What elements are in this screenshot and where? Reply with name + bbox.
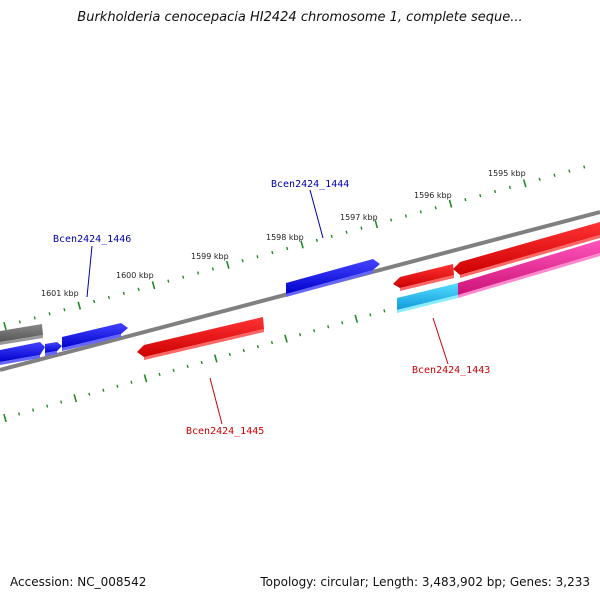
minor-tick [107, 295, 111, 300]
major-tick [374, 220, 379, 229]
scale-label: 1601 kbp [41, 289, 79, 298]
minor-tick [63, 308, 66, 312]
minor-tick [182, 275, 185, 279]
scale-label: 1597 kbp [340, 213, 378, 222]
minor-tick [583, 165, 586, 169]
minor-tick [390, 218, 393, 222]
minor-tick [508, 185, 512, 190]
major-tick [300, 240, 304, 249]
minor-tick [137, 287, 140, 291]
gene-blue-a[interactable] [0, 342, 45, 365]
minor-tick [256, 344, 259, 349]
minor-tick [242, 348, 245, 353]
gene-label-bcen2424-1444[interactable]: Bcen2424_1444 [271, 179, 349, 190]
minor-tick [538, 177, 541, 181]
minor-tick [228, 352, 231, 357]
minor-tick [271, 251, 274, 255]
minor-tick [172, 368, 175, 373]
callout-line [86, 245, 93, 298]
major-tick [284, 334, 288, 343]
scale-label: 1598 kbp [266, 233, 304, 242]
minor-tick [256, 255, 259, 259]
map-title: Burkholderia cenocepacia HI2424 chromoso… [77, 10, 523, 25]
gene-red-small[interactable] [393, 264, 454, 291]
gene-bcen2424-1444[interactable] [286, 259, 380, 297]
minor-tick [270, 340, 274, 345]
minor-tick [32, 408, 35, 412]
minor-tick [158, 372, 161, 376]
minor-tick [17, 412, 21, 416]
minor-tick [241, 259, 244, 263]
minor-tick [46, 404, 49, 408]
gene-gray[interactable] [0, 324, 43, 345]
minor-tick [494, 189, 497, 194]
gene-label-bcen2424-1446[interactable]: Bcen2424_1446 [53, 234, 131, 245]
minor-tick [360, 226, 363, 230]
callout-line [432, 317, 449, 365]
callout-line [209, 377, 223, 425]
scale-label: 1600 kbp [116, 271, 154, 280]
gene-red-long[interactable] [453, 222, 600, 278]
minor-tick [369, 313, 372, 317]
gene-label-bcen2424-1445[interactable]: Bcen2424_1445 [186, 426, 264, 437]
minor-tick [18, 320, 21, 324]
minor-tick [404, 214, 408, 218]
major-tick [225, 260, 230, 269]
minor-tick [313, 329, 316, 333]
scale-label: 1596 kbp [414, 191, 452, 200]
minor-tick [116, 384, 119, 388]
minor-tick [568, 169, 571, 173]
scale-label: 1595 kbp [488, 169, 526, 178]
minor-tick [330, 234, 333, 238]
major-tick [3, 413, 7, 423]
topology-text: Topology: circular; Length: 3,483,902 bp… [260, 575, 590, 589]
major-tick [73, 394, 78, 403]
minor-tick [93, 299, 96, 304]
minor-tick [48, 312, 51, 316]
minor-tick [167, 279, 170, 283]
minor-tick [327, 325, 330, 329]
minor-tick [200, 360, 203, 365]
minor-tick [553, 173, 556, 177]
minor-tick [345, 230, 348, 234]
minor-tick [88, 392, 91, 396]
minor-tick [419, 210, 422, 214]
minor-tick [186, 364, 189, 369]
minor-tick [383, 309, 386, 313]
minor-tick [60, 400, 63, 404]
major-tick [522, 179, 527, 188]
scale-label: 1599 kbp [191, 252, 229, 261]
accession-text: Accession: NC_008542 [10, 575, 147, 589]
gene-bcen2424-1443[interactable] [397, 240, 600, 313]
minor-tick [102, 388, 105, 392]
gene-bcen2424-1445[interactable] [137, 317, 264, 360]
minor-tick [434, 206, 437, 210]
minor-tick [479, 193, 482, 198]
gene-blue-b[interactable] [45, 342, 62, 356]
callout-line [309, 189, 324, 239]
minor-tick [315, 238, 318, 243]
minor-tick [33, 316, 36, 320]
tick-track-upper [3, 165, 586, 331]
major-tick [448, 199, 453, 208]
minor-tick [211, 267, 214, 271]
minor-tick [298, 333, 302, 337]
gene-label-bcen2424-1443[interactable]: Bcen2424_1443 [412, 365, 490, 376]
minor-tick [122, 291, 125, 296]
minor-tick [341, 321, 344, 325]
major-tick [151, 281, 156, 290]
major-tick [77, 301, 82, 310]
major-tick [354, 314, 359, 323]
major-tick [213, 354, 218, 363]
major-tick [143, 374, 148, 383]
major-tick [3, 321, 7, 331]
minor-tick [130, 380, 133, 384]
minor-tick [286, 246, 289, 251]
minor-tick [464, 198, 467, 202]
minor-tick [196, 271, 200, 275]
gene-bcen2424-1446[interactable] [62, 323, 128, 351]
